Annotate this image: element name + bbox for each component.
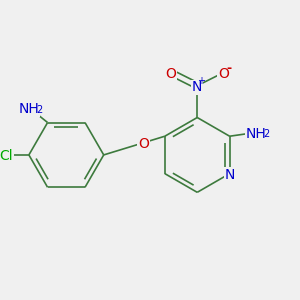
Text: O: O bbox=[138, 137, 149, 151]
Text: N: N bbox=[192, 80, 202, 94]
Text: NH: NH bbox=[245, 127, 266, 141]
Text: 2: 2 bbox=[37, 104, 43, 115]
Text: +: + bbox=[197, 76, 205, 86]
Text: O: O bbox=[166, 67, 176, 81]
Text: N: N bbox=[224, 168, 235, 182]
Text: O: O bbox=[218, 67, 229, 81]
Text: Cl: Cl bbox=[0, 149, 13, 164]
Text: 2: 2 bbox=[263, 129, 270, 140]
Text: -: - bbox=[227, 62, 232, 75]
Text: NH: NH bbox=[19, 102, 39, 116]
